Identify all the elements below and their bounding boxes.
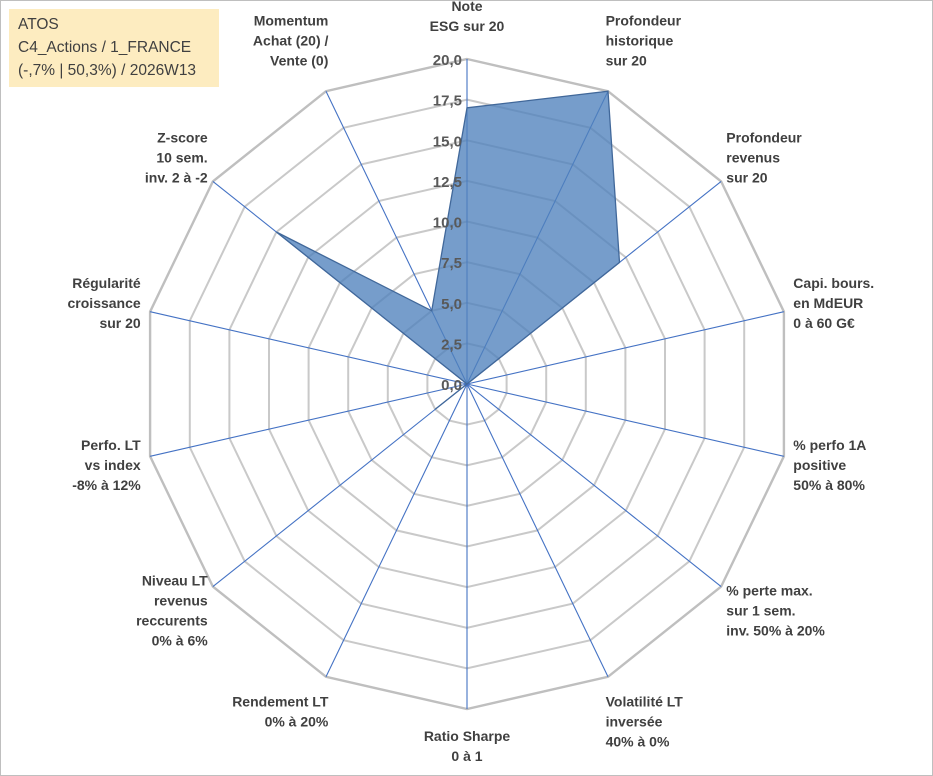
- axis-label: en MdEUR: [793, 295, 863, 311]
- axis-label: Profondeur: [606, 12, 682, 28]
- axis-label: Capi. bours.: [793, 275, 874, 291]
- axis-label: ESG sur 20: [430, 18, 505, 34]
- tick-label: 15,0: [433, 133, 462, 150]
- tick-label: 0,0: [441, 377, 462, 394]
- tick-label: 12,5: [433, 174, 462, 191]
- axis-spoke-5: [466, 383, 785, 457]
- axis-label: positive: [793, 457, 846, 473]
- axis-label: revenus: [154, 592, 208, 608]
- axis-label: inversée: [606, 714, 663, 730]
- axis-label: Perfo. LT: [81, 437, 141, 453]
- axis-label: Vente (0): [270, 52, 328, 68]
- tick-label: 5,0: [441, 296, 462, 313]
- axis-label: 10 sem.: [156, 150, 207, 166]
- axis-label: Profondeur: [726, 130, 802, 146]
- axis-label: Ratio Sharpe: [424, 728, 511, 744]
- info-stock-name: ATOS: [18, 16, 59, 33]
- info-category: C4_Actions / 1_FRANCE: [18, 39, 192, 56]
- tick-label: 2,5: [441, 336, 462, 353]
- axis-label: % perte max.: [726, 582, 812, 598]
- info-performance: (-,7% | 50,3%) / 2026W13: [18, 62, 197, 79]
- data-area: [275, 90, 621, 410]
- axis-label: sur 20: [99, 315, 140, 331]
- axis-label: 50% à 80%: [793, 477, 865, 493]
- axis-label: 40% à 0%: [606, 734, 670, 750]
- axis-label: inv. 50% à 20%: [726, 622, 825, 638]
- axis-spoke-7: [466, 383, 609, 678]
- axis-label: Z-score: [157, 130, 208, 146]
- axis-label: sur 1 sem.: [726, 602, 795, 618]
- axis-label: Niveau LT: [142, 572, 208, 588]
- axis-label: croissance: [68, 295, 141, 311]
- axis-label: sur 20: [606, 52, 647, 68]
- axis-label: % perfo 1A: [793, 437, 866, 453]
- axis-label: revenus: [726, 150, 780, 166]
- axis-label: vs index: [85, 457, 141, 473]
- axis-label: 0 à 1: [451, 748, 482, 764]
- axis-label: Régularité: [72, 275, 141, 291]
- tick-label: 20,0: [433, 52, 462, 69]
- axis-label: Note: [451, 0, 482, 14]
- axis-label: -8% à 12%: [72, 477, 141, 493]
- axis-label: 0% à 20%: [265, 714, 329, 730]
- tick-label: 10,0: [433, 215, 462, 232]
- axis-label: historique: [606, 32, 674, 48]
- axis-label: Rendement LT: [232, 694, 329, 710]
- axis-spoke-9: [325, 383, 468, 678]
- axis-spoke-4: [466, 311, 785, 385]
- axis-spoke-6: [466, 383, 722, 588]
- axis-label: Volatilité LT: [606, 694, 684, 710]
- axis-label: inv. 2 à -2: [145, 170, 208, 186]
- axis-label: reccurents: [136, 612, 208, 628]
- tick-label: 7,5: [441, 255, 462, 272]
- axis-spoke-12: [149, 311, 468, 385]
- tick-label: 17,5: [433, 93, 462, 110]
- axis-spoke-10: [212, 383, 468, 588]
- axis-label: Momentum: [254, 12, 329, 28]
- info-box: ATOS C4_Actions / 1_FRANCE (-,7% | 50,3%…: [9, 9, 219, 87]
- axis-spoke-11: [149, 383, 468, 457]
- axis-label: 0% à 6%: [152, 632, 209, 648]
- axis-label: 0 à 60 G€: [793, 315, 855, 331]
- axis-label: Achat (20) /: [253, 32, 329, 48]
- axis-label: sur 20: [726, 170, 767, 186]
